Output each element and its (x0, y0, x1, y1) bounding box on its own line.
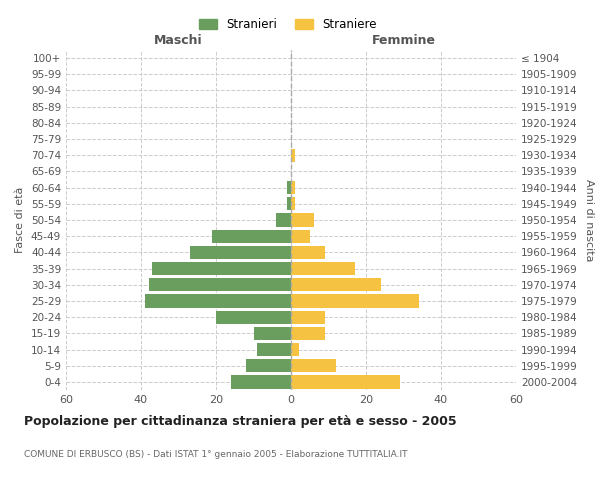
Bar (231, 376, 291, 388)
Bar (291, 376, 400, 388)
Bar (291, 278, 381, 291)
Bar (257, 343, 291, 356)
Bar (291, 246, 325, 259)
Bar (212, 230, 291, 243)
Bar (190, 246, 291, 259)
Text: Maschi: Maschi (154, 34, 203, 47)
Bar (291, 181, 295, 194)
Bar (291, 326, 325, 340)
Bar (287, 197, 291, 210)
Bar (291, 310, 325, 324)
Bar (291, 230, 310, 243)
Legend: Stranieri, Straniere: Stranieri, Straniere (194, 14, 382, 36)
Bar (291, 294, 419, 308)
Bar (291, 197, 295, 210)
Text: COMUNE DI ERBUSCO (BS) - Dati ISTAT 1° gennaio 2005 - Elaborazione TUTTITALIA.IT: COMUNE DI ERBUSCO (BS) - Dati ISTAT 1° g… (24, 450, 407, 459)
Bar (291, 262, 355, 275)
Y-axis label: Fasce di età: Fasce di età (16, 187, 25, 253)
Text: Femmine: Femmine (371, 34, 436, 47)
Bar (145, 294, 291, 308)
Bar (291, 148, 295, 162)
Bar (216, 310, 291, 324)
Bar (149, 278, 291, 291)
Text: Popolazione per cittadinanza straniera per età e sesso - 2005: Popolazione per cittadinanza straniera p… (24, 415, 457, 428)
Y-axis label: Anni di nascita: Anni di nascita (584, 179, 594, 261)
Bar (246, 359, 291, 372)
Bar (291, 214, 314, 226)
Bar (291, 343, 299, 356)
Bar (291, 359, 336, 372)
Bar (287, 181, 291, 194)
Bar (152, 262, 291, 275)
Bar (254, 326, 291, 340)
Bar (276, 214, 291, 226)
